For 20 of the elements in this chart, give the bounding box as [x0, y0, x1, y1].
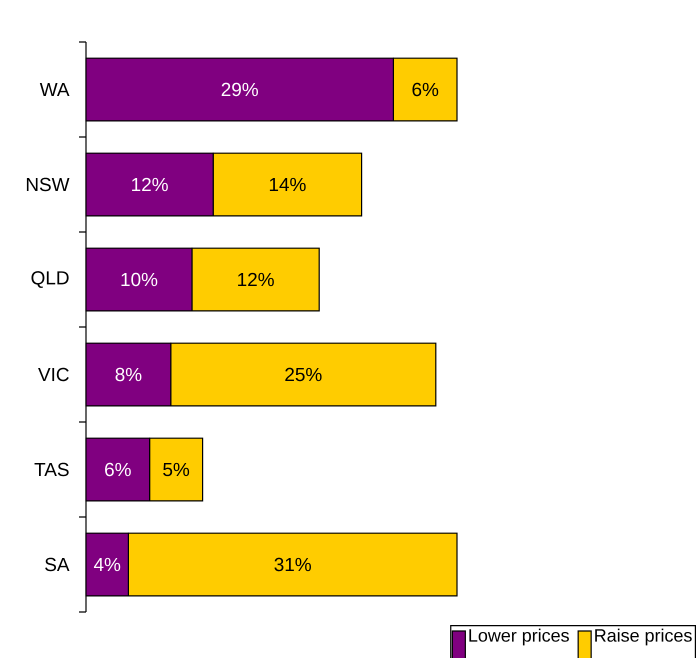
y-tick-label: SA: [45, 558, 70, 572]
data-label: 4%: [94, 558, 120, 572]
y-tick-label: WA: [40, 83, 70, 96]
y-tick-label: NSW: [26, 178, 70, 192]
data-label: 31%: [274, 558, 311, 572]
data-label: 6%: [412, 82, 438, 96]
text: Lower prices: [469, 628, 569, 646]
data-label: 12%: [132, 178, 168, 192]
data-label: 25%: [285, 368, 322, 382]
data-label: 14%: [270, 178, 306, 192]
data-label: 8%: [116, 368, 142, 382]
data-label: 29%: [222, 82, 258, 96]
data-label: 6%: [105, 462, 131, 476]
y-tick-label: QLD: [32, 271, 69, 288]
y-tick-label: TAS: [34, 462, 69, 476]
data-label: 12%: [238, 272, 274, 286]
data-label: 10%: [121, 272, 158, 286]
y-tick-label: VIC: [38, 368, 69, 382]
text: Raise prices: [595, 628, 692, 646]
data-label: 5%: [163, 462, 190, 476]
